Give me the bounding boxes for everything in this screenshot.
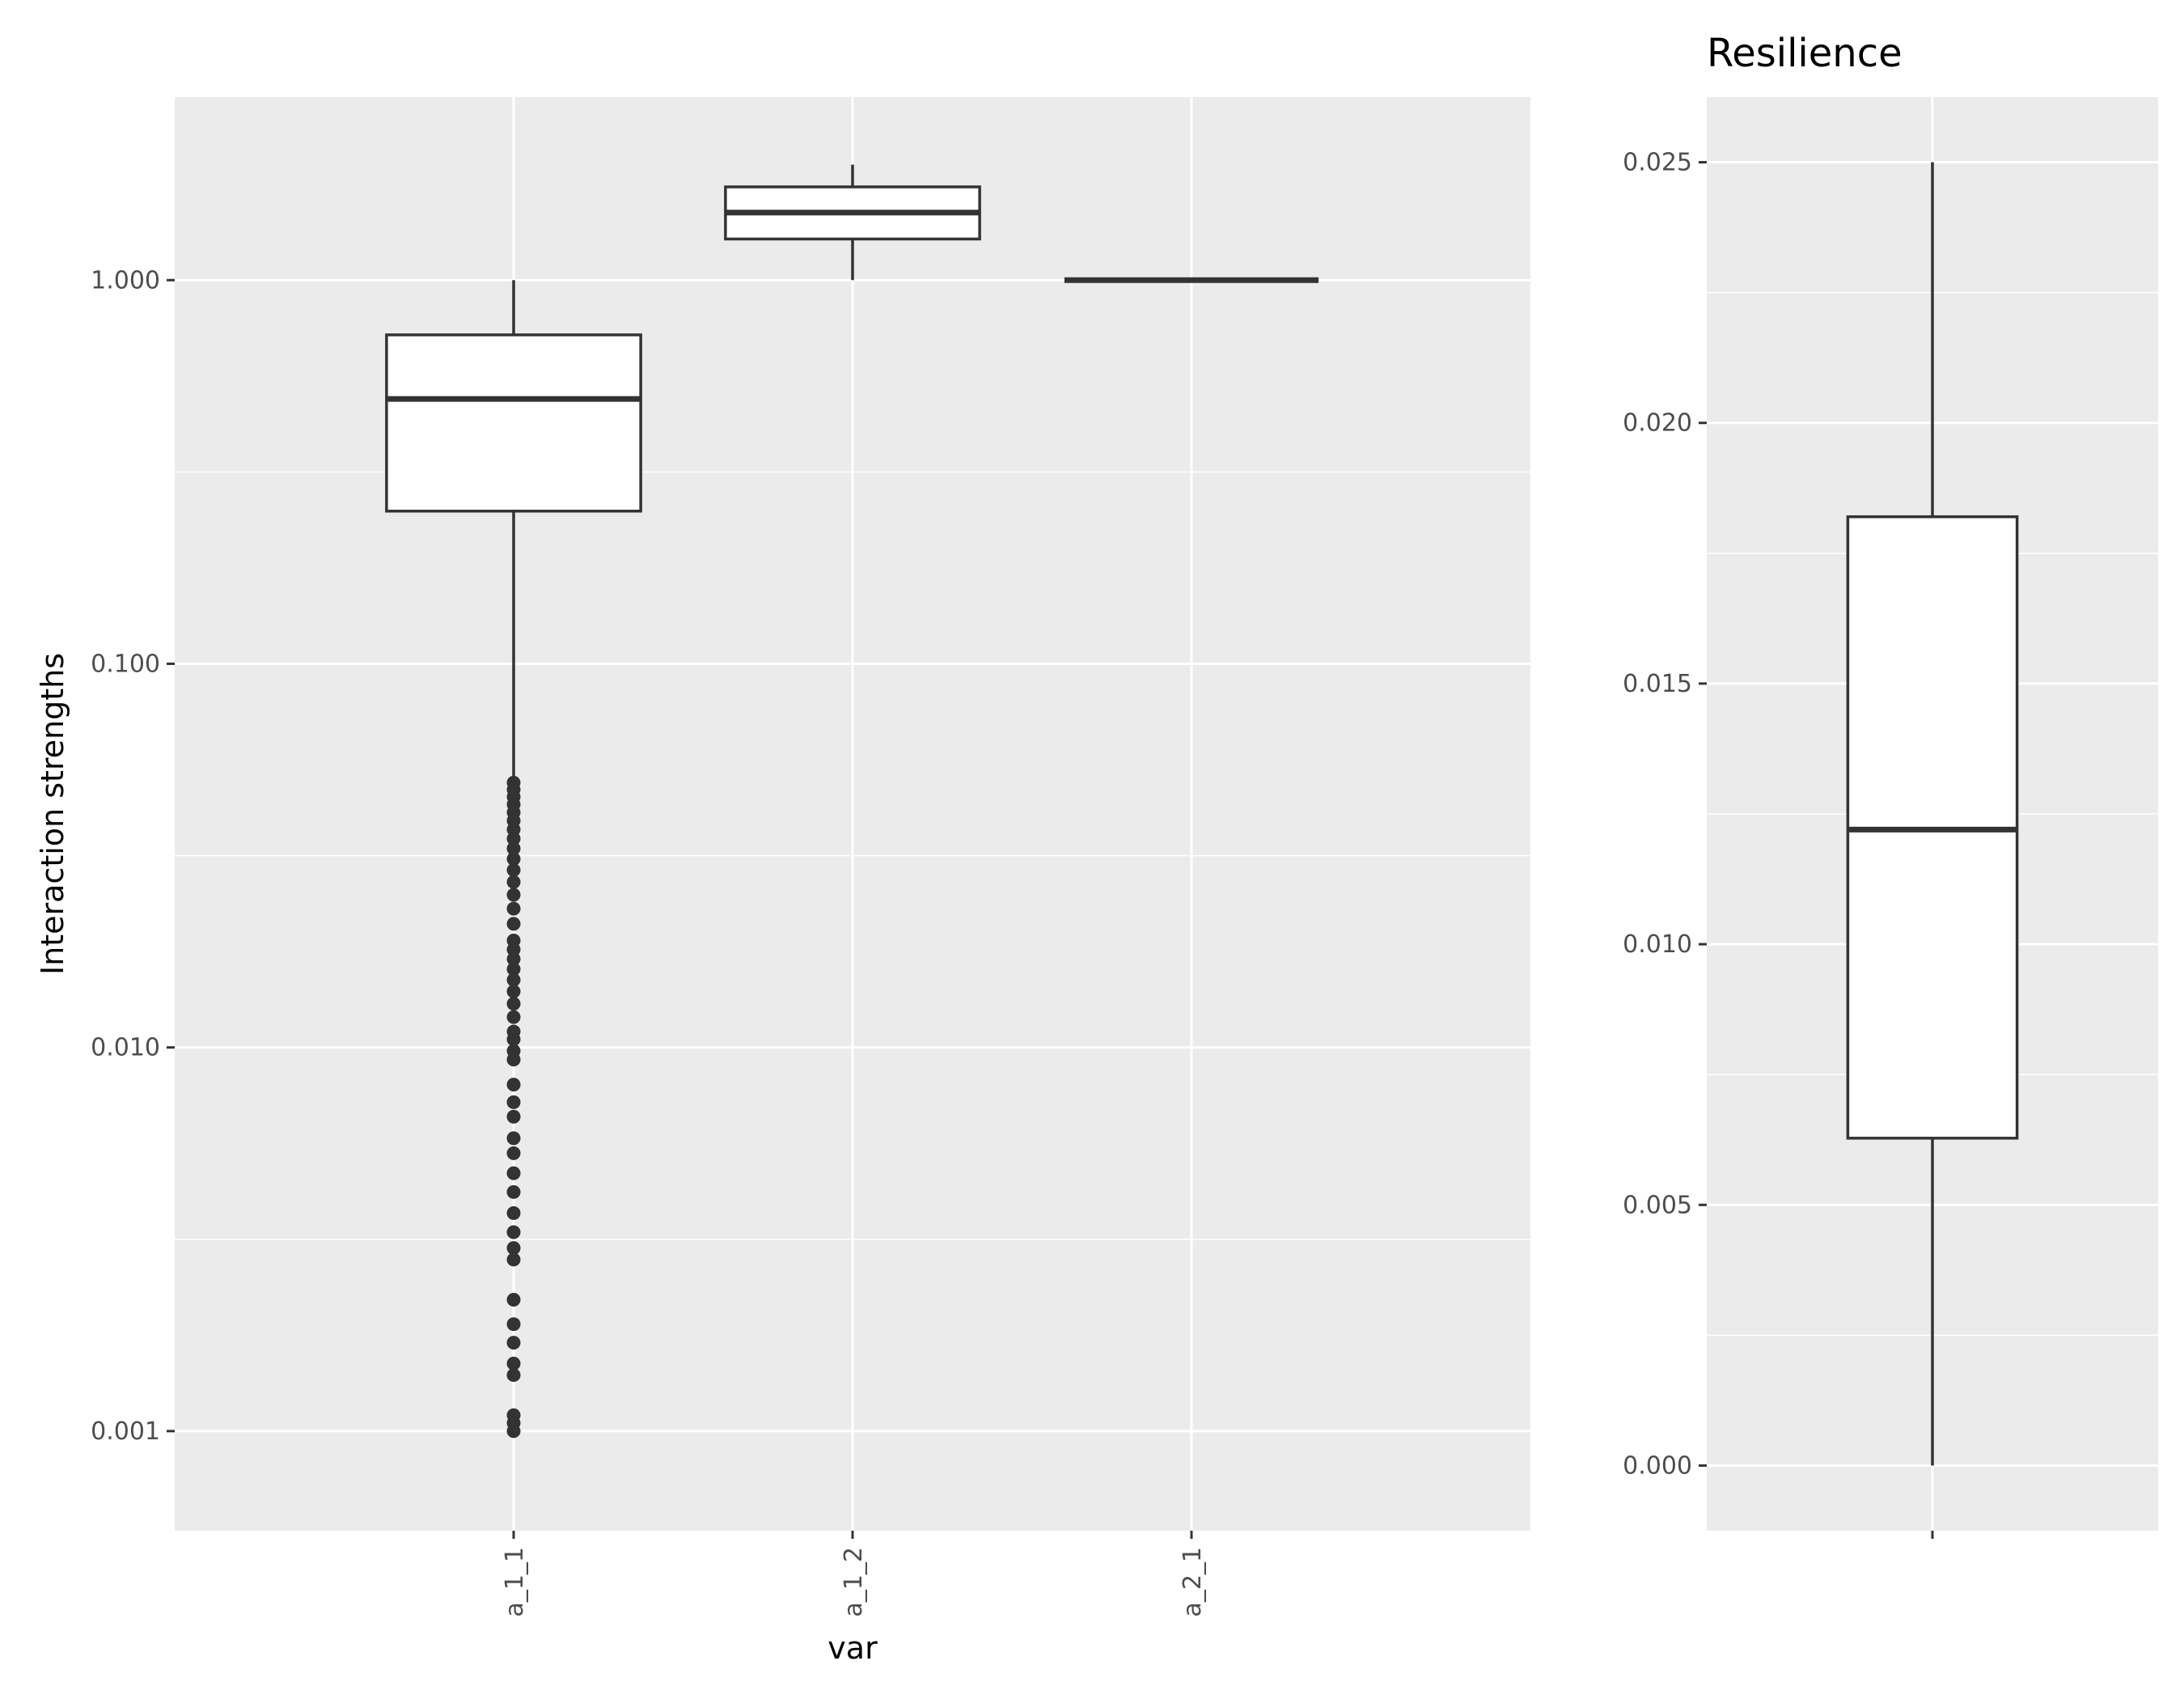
outlier-point <box>506 1166 521 1180</box>
y-tick-label: 1.000 <box>91 266 160 294</box>
x-tick-label: a_1_2 <box>840 1547 868 1617</box>
x-tick-label: a_1_1 <box>501 1547 529 1617</box>
outlier-point <box>506 841 521 856</box>
y-tick-label: 0.000 <box>1623 1451 1692 1480</box>
outlier-point <box>506 943 521 957</box>
outlier-point <box>506 951 521 966</box>
panel-title: Resilience <box>1707 31 1903 76</box>
outlier-point <box>506 1146 521 1160</box>
outlier-point <box>506 962 521 977</box>
outlier-point <box>506 1053 521 1067</box>
outlier-point <box>506 1205 521 1220</box>
outlier-point <box>506 917 521 931</box>
outlier-point <box>506 997 521 1011</box>
outlier-point <box>506 1095 521 1109</box>
x-axis-title: var <box>827 1630 878 1666</box>
outlier-point <box>506 852 521 866</box>
outlier-point <box>506 972 521 987</box>
y-tick-label: 0.001 <box>91 1417 160 1446</box>
y-axis-title: Interaction strengths <box>35 653 70 975</box>
outlier-point <box>506 1078 521 1092</box>
outlier-point <box>506 1241 521 1256</box>
outlier-point <box>506 1424 521 1438</box>
outlier-point <box>506 1032 521 1047</box>
box-body <box>385 333 642 513</box>
box-resilience <box>1846 162 2019 1466</box>
x-tick-label: a_2_1 <box>1179 1547 1207 1617</box>
outlier-point <box>506 1010 521 1024</box>
outlier-point <box>506 1184 521 1199</box>
outlier-point <box>506 901 521 916</box>
outlier-point <box>506 1131 521 1146</box>
outlier-point <box>506 1317 521 1332</box>
outlier-point <box>506 875 521 889</box>
outlier-point <box>506 984 521 998</box>
y-tick-label: 0.010 <box>1623 930 1692 959</box>
y-tick-label: 0.025 <box>1623 149 1692 177</box>
y-tick-label: 0.015 <box>1623 670 1692 698</box>
outlier-point <box>506 1252 521 1267</box>
y-tick-label: 0.020 <box>1623 409 1692 438</box>
y-tick-label: 0.100 <box>91 650 160 678</box>
outlier-point <box>506 1225 521 1239</box>
outlier-point <box>506 1368 521 1383</box>
outlier-point <box>506 888 521 902</box>
outlier-point <box>506 1336 521 1350</box>
outlier-point <box>506 1109 521 1124</box>
box-a_1_2 <box>724 164 981 281</box>
outlier-point <box>506 862 521 877</box>
outlier-point <box>506 1292 521 1307</box>
y-tick-label: 0.010 <box>91 1034 160 1062</box>
outlier-point <box>506 1356 521 1371</box>
chart-panel-2: 0.000 0.005 0.010 0.015 0.020 0.025 Resilience <box>1623 31 2158 1539</box>
box-a_1_1 <box>385 280 642 1438</box>
y-tick-label: 0.005 <box>1623 1191 1692 1219</box>
outlier-point <box>506 832 521 846</box>
